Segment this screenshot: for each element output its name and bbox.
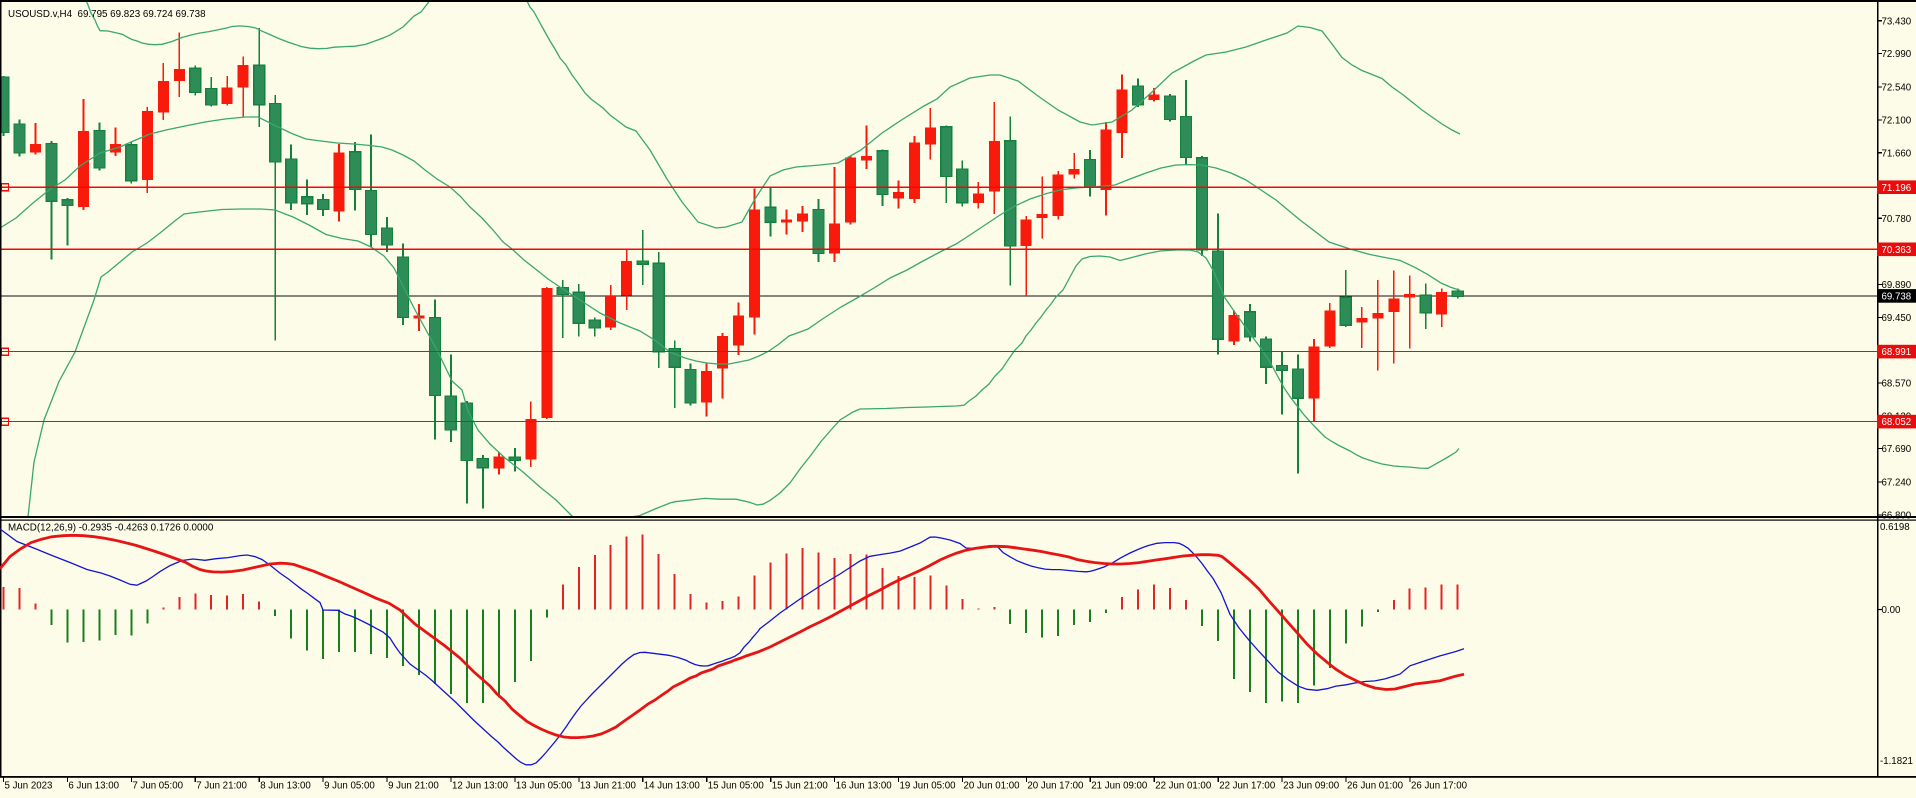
svg-text:23 Jun 09:00: 23 Jun 09:00 xyxy=(1283,781,1340,792)
svg-text:19 Jun 05:00: 19 Jun 05:00 xyxy=(900,781,957,792)
svg-text:66.800: 66.800 xyxy=(1882,511,1912,522)
svg-text:69.738: 69.738 xyxy=(1882,292,1912,303)
svg-text:9 Jun 21:00: 9 Jun 21:00 xyxy=(388,781,439,792)
svg-text:20 Jun 17:00: 20 Jun 17:00 xyxy=(1027,781,1084,792)
svg-text:68.052: 68.052 xyxy=(1882,417,1912,428)
svg-text:67.690: 67.690 xyxy=(1882,444,1912,455)
svg-text:70.363: 70.363 xyxy=(1882,245,1912,256)
svg-text:22 Jun 01:00: 22 Jun 01:00 xyxy=(1155,781,1212,792)
svg-text:72.540: 72.540 xyxy=(1882,83,1912,94)
svg-text:68.991: 68.991 xyxy=(1882,347,1912,358)
svg-text:9 Jun 05:00: 9 Jun 05:00 xyxy=(324,781,375,792)
svg-text:15 Jun 21:00: 15 Jun 21:00 xyxy=(772,781,829,792)
svg-text:70.780: 70.780 xyxy=(1882,214,1912,225)
svg-text:22 Jun 17:00: 22 Jun 17:00 xyxy=(1219,781,1276,792)
svg-text:72.990: 72.990 xyxy=(1882,49,1912,60)
svg-text:68.570: 68.570 xyxy=(1882,379,1912,390)
svg-text:15 Jun 05:00: 15 Jun 05:00 xyxy=(708,781,765,792)
svg-text:USOUSD.v,H4 69.795 69.823 69.: USOUSD.v,H4 69.795 69.823 69.724 69.738 xyxy=(8,9,206,20)
svg-text:20 Jun 01:00: 20 Jun 01:00 xyxy=(964,781,1021,792)
svg-text:71.196: 71.196 xyxy=(1882,183,1912,194)
svg-text:26 Jun 17:00: 26 Jun 17:00 xyxy=(1411,781,1468,792)
svg-text:13 Jun 21:00: 13 Jun 21:00 xyxy=(580,781,637,792)
svg-text:13 Jun 05:00: 13 Jun 05:00 xyxy=(516,781,573,792)
svg-text:69.890: 69.890 xyxy=(1882,280,1912,291)
svg-text:8 Jun 13:00: 8 Jun 13:00 xyxy=(260,781,311,792)
svg-text:67.240: 67.240 xyxy=(1882,478,1912,489)
svg-text:16 Jun 13:00: 16 Jun 13:00 xyxy=(836,781,893,792)
svg-text:26 Jun 01:00: 26 Jun 01:00 xyxy=(1347,781,1404,792)
svg-text:0.6198: 0.6198 xyxy=(1880,522,1910,533)
svg-text:69.450: 69.450 xyxy=(1882,313,1912,324)
svg-text:12 Jun 13:00: 12 Jun 13:00 xyxy=(452,781,509,792)
svg-text:6 Jun 13:00: 6 Jun 13:00 xyxy=(68,781,119,792)
svg-text:72.100: 72.100 xyxy=(1882,116,1912,127)
svg-text:14 Jun 13:00: 14 Jun 13:00 xyxy=(644,781,701,792)
svg-text:71.660: 71.660 xyxy=(1882,148,1912,159)
svg-text:0.00: 0.00 xyxy=(1882,605,1901,616)
svg-text:73.430: 73.430 xyxy=(1882,16,1912,27)
svg-text:5 Jun 2023: 5 Jun 2023 xyxy=(5,781,53,792)
svg-text:-1.1821: -1.1821 xyxy=(1880,756,1913,767)
svg-text:7 Jun 05:00: 7 Jun 05:00 xyxy=(132,781,183,792)
svg-text:21 Jun 09:00: 21 Jun 09:00 xyxy=(1091,781,1148,792)
svg-text:MACD(12,26,9) -0.2935 -0.4263: MACD(12,26,9) -0.2935 -0.4263 0.1726 0.0… xyxy=(8,523,214,534)
svg-text:7 Jun 21:00: 7 Jun 21:00 xyxy=(196,781,247,792)
